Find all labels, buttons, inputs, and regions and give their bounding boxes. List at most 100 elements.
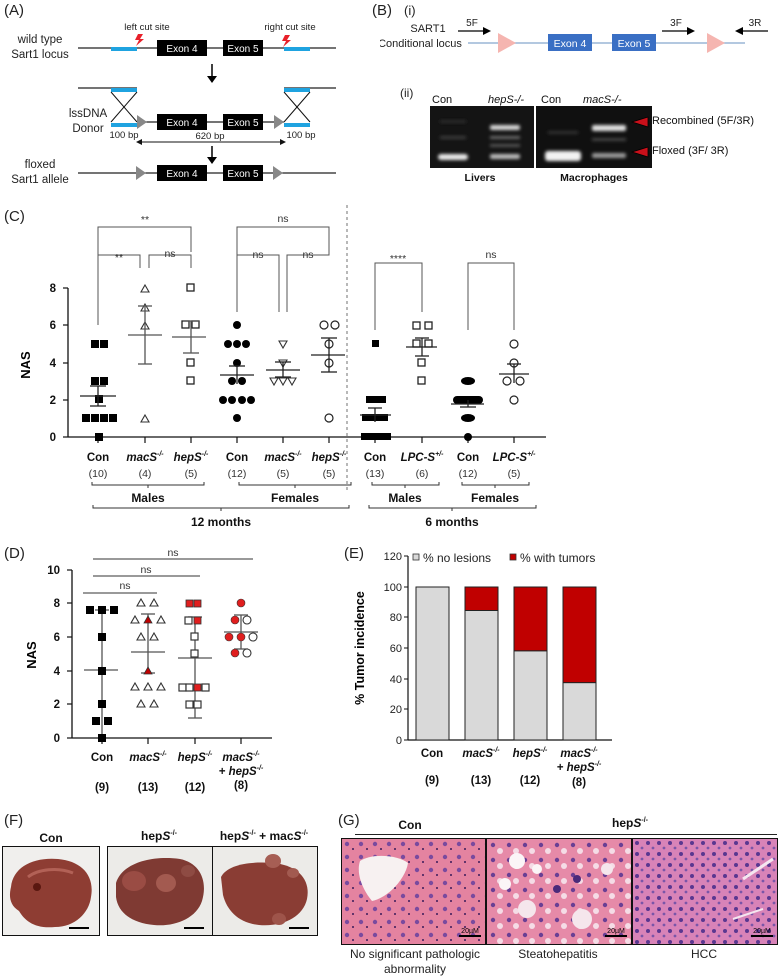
panel-g-label: (G) [338,812,360,829]
histology-con: 20µM [341,838,486,945]
right-cut-icon [282,35,291,47]
panel-f-label: (F) [4,812,24,829]
svg-text:(12): (12) [228,468,247,480]
svg-text:lssDNA: lssDNA [69,108,108,120]
liver-photo-heps-macs [212,846,318,936]
caption-steatohepatitis: Steatohepatitis [518,947,598,961]
svg-text:20µM: 20µM [753,928,771,935]
svg-text:Con: Con [421,748,443,760]
caption-no-abnormality: No significant pathologic abnormality [349,947,481,976]
svg-text:3R: 3R [749,18,762,29]
svg-text:5F: 5F [466,18,478,29]
svg-text:Exon 4: Exon 4 [166,44,198,55]
svg-text:SART1: SART1 [410,23,445,35]
svg-text:(8): (8) [572,777,586,789]
svg-text:(4): (4) [139,468,152,480]
svg-text:(5): (5) [323,468,336,480]
tumor-incidence-bar-chart: 0 20 40 60 80 100 120 % Tumor incidence % no l… [353,551,612,789]
svg-text:Sart1 allele: Sart1 allele [11,174,69,186]
svg-text:(12): (12) [185,782,206,794]
svg-text:macS-/-: macS-/- [264,451,302,464]
svg-text:right cut site: right cut site [264,22,315,33]
svg-text:Con: Con [87,452,109,464]
svg-text:0: 0 [54,733,60,745]
pcr-gel-image [430,106,652,168]
panel-e-label: (E) [344,545,364,562]
svg-text:macS-/-: macS-/- [462,747,500,760]
svg-text:macS-/-: macS-/- [560,747,598,760]
caption-hcc: HCC [691,947,717,961]
svg-text:(13): (13) [471,775,492,787]
svg-text:Exon 5: Exon 5 [227,44,259,55]
svg-text:3F: 3F [670,18,682,29]
svg-text:+ hepS-/-: + hepS-/- [219,765,264,778]
svg-text:Males: Males [131,491,165,505]
svg-text:Exon 5: Exon 5 [227,169,259,180]
svg-text:****: **** [390,253,406,265]
svg-text:ns: ns [140,564,151,576]
svg-text:ns: ns [167,547,178,559]
svg-text:Exon 5: Exon 5 [227,118,259,129]
liver-photo-heps [107,846,213,936]
svg-text:4: 4 [50,358,57,370]
svg-text:left cut site: left cut site [124,22,169,33]
svg-text:Conditional locus: Conditional locus [380,38,462,50]
svg-text:LPC-S+/-: LPC-S+/- [401,451,445,464]
svg-text:% with tumors: % with tumors [520,551,595,565]
svg-text:(9): (9) [425,775,439,787]
band-label-floxed: Floxed (3F/ 3R) [652,145,729,157]
svg-text:hepS-/-: hepS-/- [178,751,213,764]
svg-text:6 months: 6 months [425,515,479,529]
svg-text:100: 100 [384,582,402,594]
svg-text:10: 10 [47,565,60,577]
svg-text:2: 2 [54,699,60,711]
svg-text:20µM: 20µM [461,928,479,935]
group-line-heps [492,834,777,835]
gel-lane-label: Con [541,94,562,106]
svg-text:100 bp: 100 bp [286,130,315,141]
svg-text:(10): (10) [89,468,108,480]
svg-text:macS-/-: macS-/- [222,751,260,764]
recombined-band-marker-icon [630,116,649,128]
svg-text:Con: Con [91,752,113,764]
svg-text:% Tumor incidence: % Tumor incidence [353,591,367,705]
svg-text:Exon 4: Exon 4 [166,169,198,180]
svg-text:ns: ns [119,580,130,592]
band-label-recombined: Recombined (5F/3R) [652,115,755,127]
svg-text:6: 6 [54,632,60,644]
svg-text:ns: ns [485,249,496,261]
svg-text:Exon 4: Exon 4 [166,118,198,129]
svg-text:**: ** [141,214,149,226]
svg-text:(6): (6) [416,468,429,480]
svg-text:hepS-/-: hepS-/- [513,747,548,760]
svg-text:LPC-S+/-: LPC-S+/- [493,451,537,464]
svg-text:4: 4 [54,666,61,678]
svg-text:floxed: floxed [25,159,56,171]
conditional-locus-diagram: SART1 Conditional locus Exon 4 Exon 5 5F… [380,18,768,53]
floxed-band-marker-icon [630,146,649,158]
gel-lane-label: macS-/- [583,94,622,106]
svg-text:8: 8 [50,283,57,295]
group-label-heps: hepS-/- [612,816,648,830]
svg-text:6: 6 [50,320,56,332]
svg-text:20: 20 [390,704,402,716]
panel-b-label: (B) [372,2,392,19]
panel-c-label: (C) [4,208,25,225]
svg-text:(13): (13) [138,782,159,794]
gel-lane-label: hepS-/- [488,94,525,106]
panel-a-label: (A) [4,2,24,19]
svg-text:Con: Con [457,452,479,464]
svg-text:Donor: Donor [72,123,103,135]
photo-title-con: Con [39,831,63,845]
photo-title-heps-macs: hepS-/- + macS-/- [219,829,309,843]
svg-text:ns: ns [277,213,288,225]
panel-b-i-label: (i) [404,3,416,18]
svg-text:ns: ns [164,248,175,260]
svg-text:macS-/-: macS-/- [126,451,164,464]
svg-text:(5): (5) [508,468,521,480]
svg-text:60: 60 [390,643,402,655]
histology-steatohepatitis: 20µM [486,838,632,945]
svg-text:wild type: wild type [17,34,63,46]
loxp-right-icon [707,33,725,53]
